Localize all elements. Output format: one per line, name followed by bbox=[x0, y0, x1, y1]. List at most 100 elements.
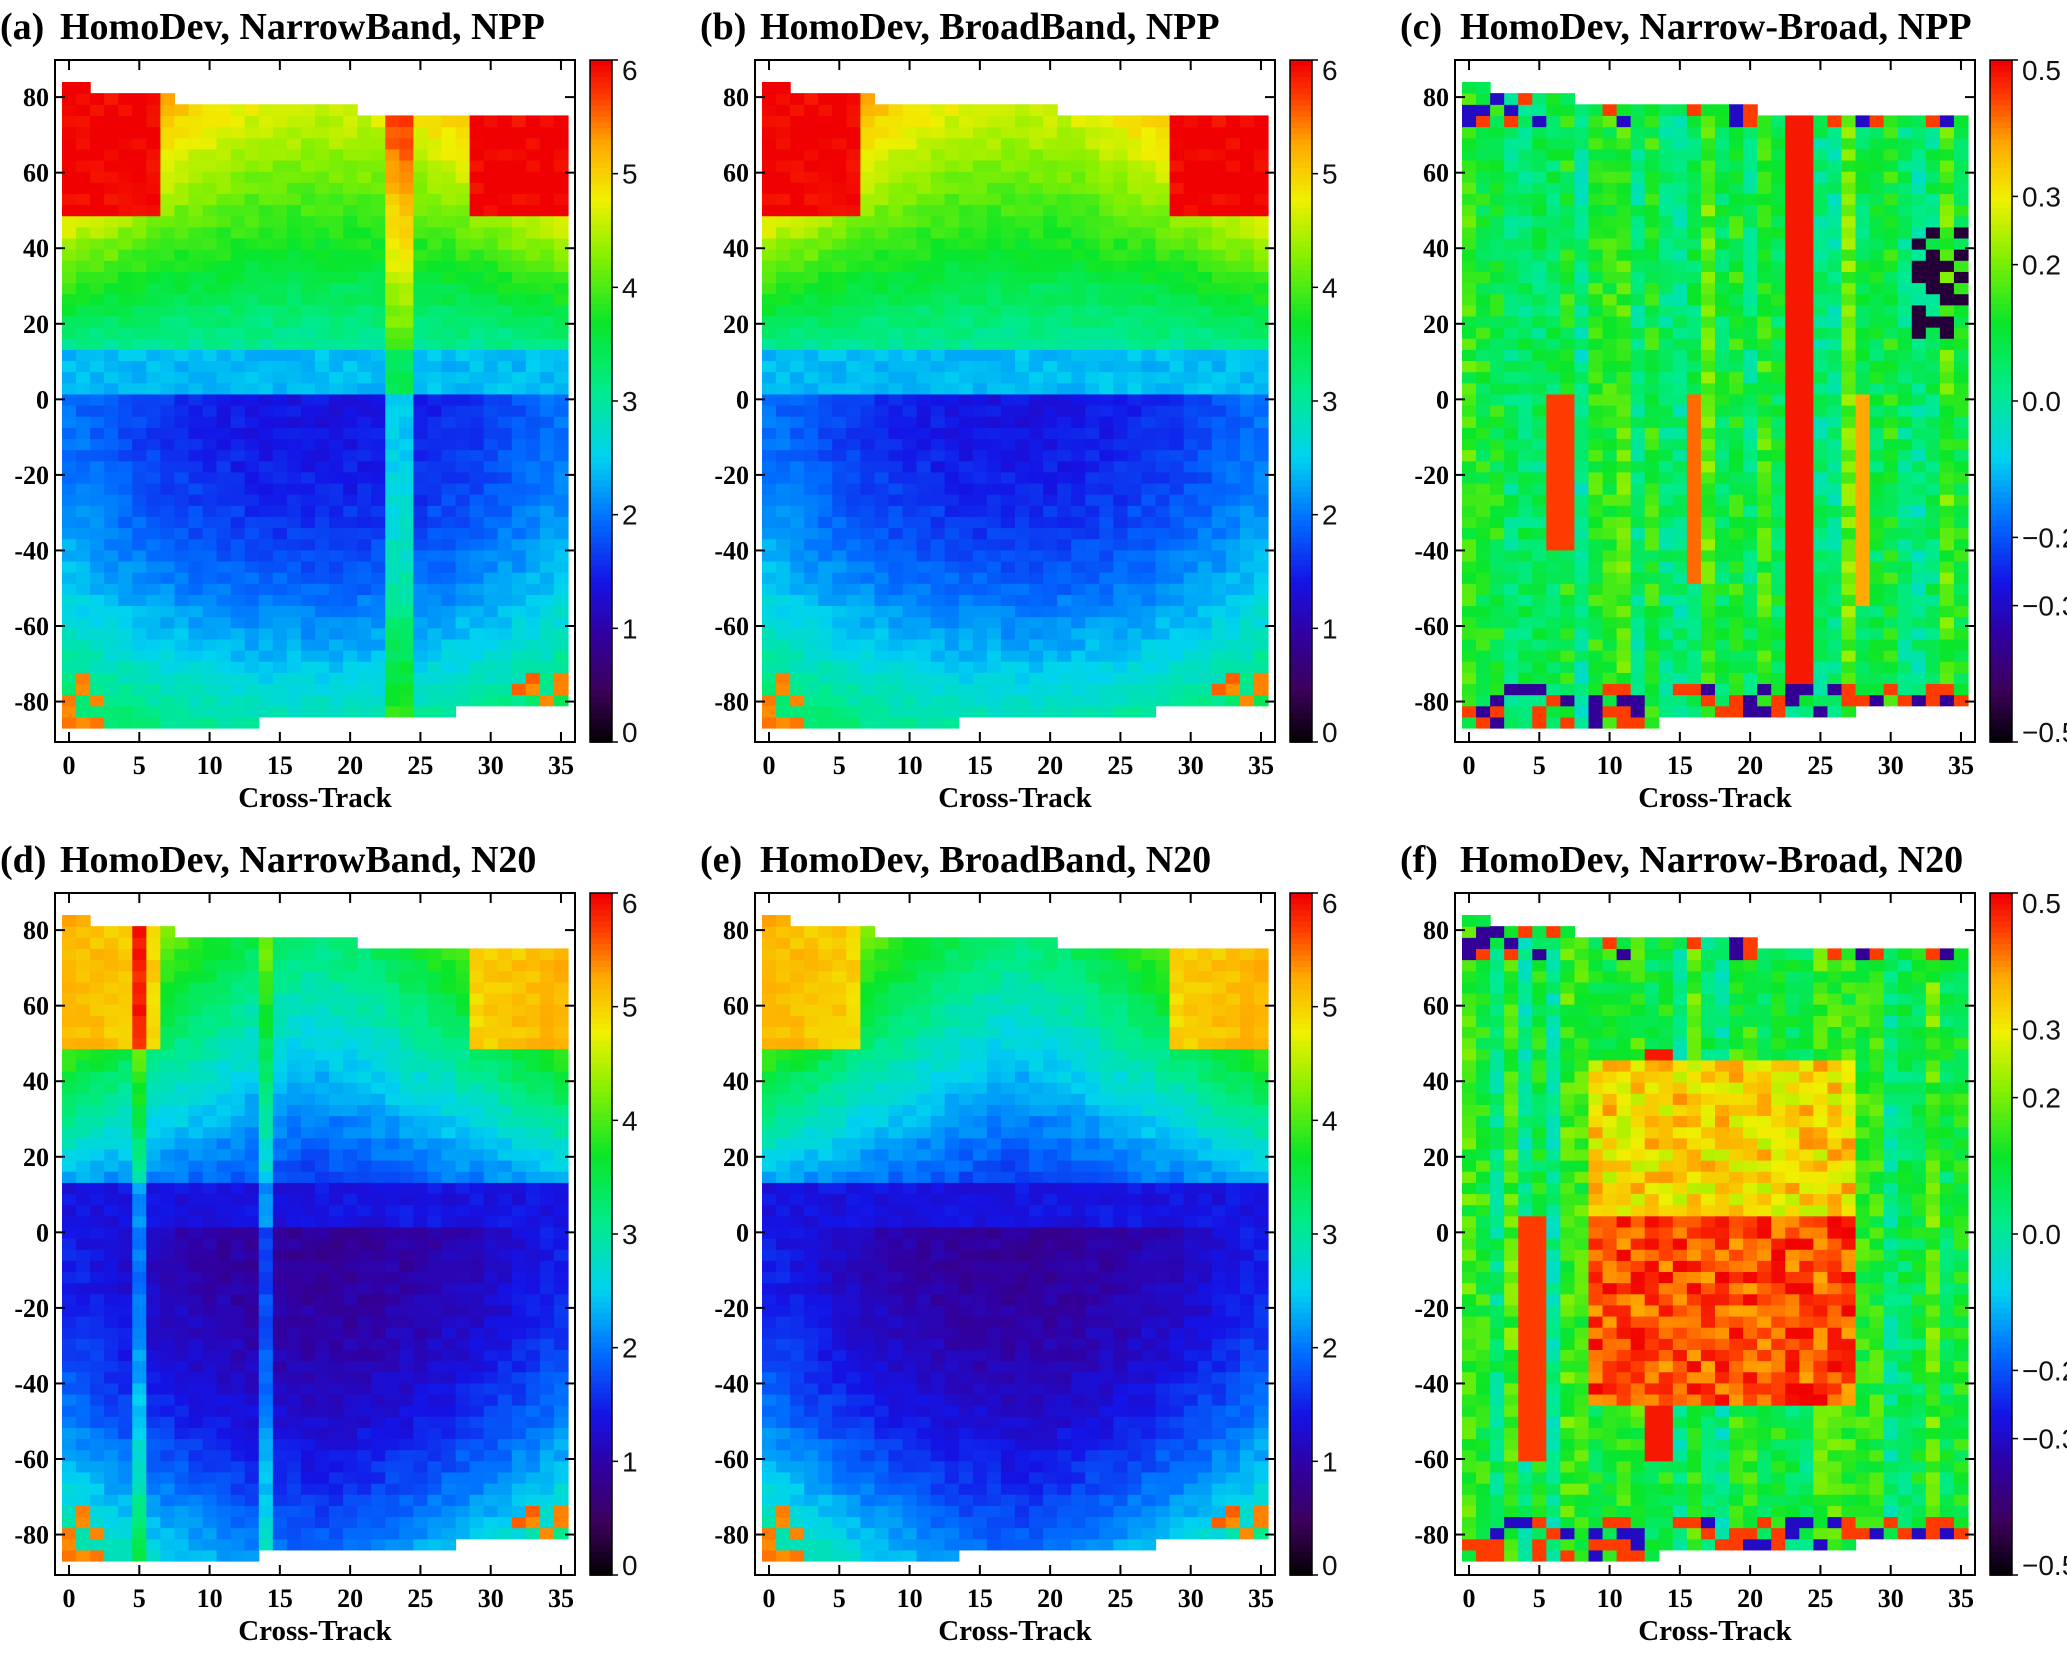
colorbar-segment bbox=[1290, 395, 1312, 402]
heatmap-cell bbox=[76, 304, 91, 317]
heatmap-cell bbox=[174, 249, 190, 261]
heatmap-cell bbox=[385, 594, 400, 607]
heatmap-cell bbox=[455, 204, 471, 217]
colorbar-segment bbox=[590, 537, 612, 544]
heatmap-cell bbox=[427, 338, 443, 350]
heatmap-cell bbox=[174, 226, 190, 239]
heatmap-cell bbox=[1239, 382, 1255, 395]
heatmap-cell bbox=[104, 226, 119, 239]
heatmap-cell bbox=[160, 560, 176, 573]
heatmap-cell bbox=[1043, 393, 1058, 406]
heatmap-cell bbox=[1169, 304, 1185, 317]
heatmap-cell bbox=[1476, 560, 1491, 573]
heatmap-cell bbox=[511, 338, 527, 350]
colorbar-segment bbox=[590, 315, 612, 323]
heatmap-cell bbox=[874, 627, 890, 640]
heatmap-cell bbox=[160, 438, 176, 451]
heatmap-cell bbox=[441, 438, 457, 451]
heatmap-cell bbox=[385, 215, 400, 228]
colorbar-segment bbox=[1290, 520, 1312, 527]
heatmap-cell bbox=[1015, 315, 1030, 328]
heatmap-cell bbox=[1574, 449, 1590, 462]
heatmap-cell bbox=[1490, 215, 1505, 228]
heatmap-cell bbox=[1462, 427, 1477, 440]
heatmap-cell bbox=[146, 705, 161, 718]
heatmap-cell bbox=[553, 638, 569, 651]
heatmap-cell bbox=[1141, 271, 1157, 284]
heatmap-cell bbox=[497, 171, 513, 183]
heatmap-cell bbox=[1043, 249, 1058, 261]
heatmap-cell bbox=[160, 705, 176, 718]
heatmap-cell bbox=[916, 282, 932, 295]
heatmap-cell bbox=[258, 104, 274, 117]
colorbar-tick-label: 1 bbox=[622, 613, 638, 644]
heatmap-cell bbox=[188, 505, 204, 517]
heatmap-cell bbox=[1071, 594, 1086, 607]
heatmap-cell bbox=[511, 115, 527, 128]
heatmap-cell bbox=[804, 159, 819, 172]
y-tick-label: 80 bbox=[723, 83, 749, 112]
colorbar-segment bbox=[590, 253, 612, 260]
heatmap-cell bbox=[329, 572, 344, 584]
heatmap-cell bbox=[958, 271, 974, 284]
heatmap-cell bbox=[525, 271, 541, 284]
heatmap-cell bbox=[315, 215, 330, 228]
heatmap-cell bbox=[1476, 449, 1491, 462]
heatmap-cell bbox=[1085, 661, 1100, 673]
heatmap-cell bbox=[258, 126, 274, 139]
heatmap-cell bbox=[244, 249, 260, 261]
heatmap-cell bbox=[216, 549, 232, 562]
heatmap-cell bbox=[1071, 405, 1086, 417]
heatmap-cell bbox=[874, 327, 890, 339]
heatmap-cell bbox=[916, 482, 932, 495]
heatmap-cell bbox=[832, 215, 847, 228]
heatmap-cell bbox=[1588, 572, 1604, 584]
heatmap-cell bbox=[343, 527, 358, 540]
heatmap-cell bbox=[427, 382, 443, 395]
heatmap-cell bbox=[762, 516, 777, 529]
heatmap-cell bbox=[76, 405, 91, 417]
heatmap-cell bbox=[1071, 215, 1086, 228]
heatmap-cell bbox=[230, 215, 246, 228]
heatmap-cell bbox=[1490, 282, 1505, 295]
heatmap-cell bbox=[76, 494, 91, 506]
heatmap-cell bbox=[525, 594, 541, 607]
heatmap-cell bbox=[846, 271, 861, 284]
heatmap-cell bbox=[1574, 293, 1590, 306]
heatmap-cell bbox=[1253, 460, 1269, 473]
heatmap-cell bbox=[1043, 449, 1058, 462]
heatmap-cell bbox=[371, 137, 386, 150]
heatmap-cell bbox=[860, 627, 876, 640]
heatmap-cell bbox=[1000, 449, 1016, 462]
heatmap-cell bbox=[1518, 505, 1533, 517]
heatmap-cell bbox=[790, 171, 805, 183]
heatmap-cell bbox=[146, 627, 161, 640]
heatmap-cell bbox=[441, 605, 457, 618]
heatmap-cell bbox=[930, 471, 946, 484]
heatmap-cell bbox=[343, 193, 358, 206]
heatmap-cell bbox=[1029, 494, 1044, 506]
heatmap-cell bbox=[916, 249, 932, 261]
heatmap-cell bbox=[202, 538, 218, 551]
heatmap-cell bbox=[902, 327, 918, 339]
heatmap-cell bbox=[1127, 438, 1143, 451]
heatmap-cell bbox=[1574, 438, 1590, 451]
heatmap-cell bbox=[944, 148, 960, 161]
heatmap-cell bbox=[371, 471, 386, 484]
heatmap-cell bbox=[1155, 193, 1171, 206]
heatmap-cell bbox=[1000, 616, 1016, 629]
heatmap-cell bbox=[539, 405, 555, 417]
heatmap-cell bbox=[483, 237, 499, 250]
heatmap-cell bbox=[1169, 683, 1185, 696]
heatmap-cell bbox=[132, 627, 147, 640]
heatmap-cell bbox=[90, 215, 105, 228]
heatmap-cell bbox=[76, 371, 91, 384]
heatmap-cell bbox=[258, 293, 274, 306]
heatmap-cell bbox=[1546, 482, 1561, 495]
heatmap-cell bbox=[1504, 193, 1519, 206]
heatmap-cell bbox=[1532, 482, 1547, 495]
heatmap-cell bbox=[329, 460, 344, 473]
heatmap-cell bbox=[1211, 449, 1227, 462]
heatmap-cell bbox=[258, 226, 274, 239]
heatmap-cell bbox=[1616, 638, 1632, 651]
